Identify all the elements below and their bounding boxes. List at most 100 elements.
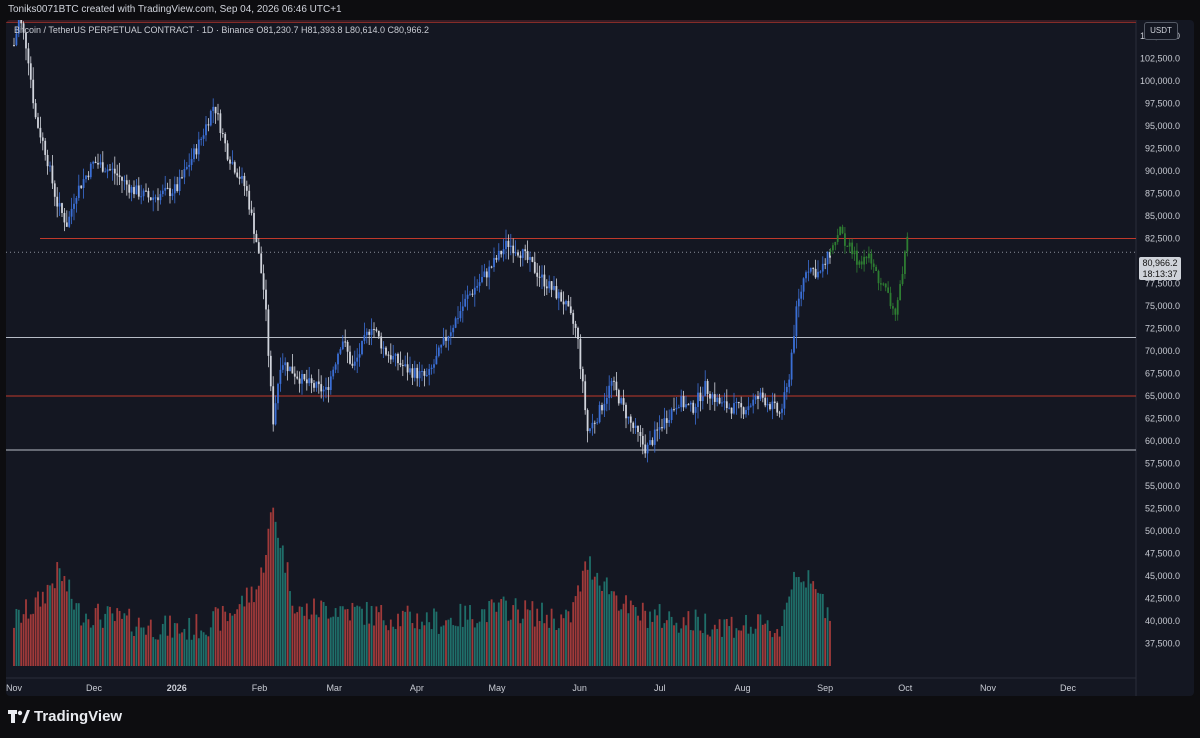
candle-body xyxy=(747,406,750,411)
candle-body xyxy=(44,140,47,155)
candle-body xyxy=(361,340,363,355)
volume-bar xyxy=(505,600,507,666)
volume-bar xyxy=(490,599,493,666)
candle-body xyxy=(56,196,59,207)
candle-body xyxy=(209,110,212,126)
price-chart[interactable]: 105,000.0102,500.0100,000.097,500.095,00… xyxy=(6,20,1194,696)
candle-body xyxy=(190,159,193,165)
volume-bar xyxy=(205,634,207,666)
volume-bar xyxy=(555,630,558,666)
volume-bar xyxy=(44,603,47,666)
candle-body xyxy=(800,291,803,299)
candle-body xyxy=(46,154,49,167)
volume-bar xyxy=(533,626,536,666)
time-tick-label: 2026 xyxy=(167,683,187,693)
projection-body xyxy=(899,284,902,301)
volume-bar xyxy=(341,606,344,666)
candle-body xyxy=(617,390,620,404)
top-band xyxy=(6,20,1136,23)
projection-body xyxy=(848,242,851,247)
volume-bar xyxy=(49,585,51,666)
chart-area[interactable]: 105,000.0102,500.0100,000.097,500.095,00… xyxy=(6,20,1194,696)
volume-bar xyxy=(392,626,395,666)
volume-bar xyxy=(29,614,32,666)
volume-bar xyxy=(826,607,829,666)
candle-body xyxy=(473,287,476,295)
volume-bar xyxy=(596,572,599,666)
volume-bar xyxy=(248,602,251,666)
candle-body xyxy=(128,184,131,193)
candle-body xyxy=(68,216,71,227)
projection-body xyxy=(858,261,861,265)
volume-bar xyxy=(593,576,596,666)
volume-bar xyxy=(721,636,723,666)
tradingview-logo[interactable]: TradingView xyxy=(8,708,122,725)
volume-bar xyxy=(615,595,618,666)
brand-name: TradingView xyxy=(34,708,123,725)
volume-bar xyxy=(202,632,205,666)
volume-bar xyxy=(507,620,510,666)
candle-body xyxy=(488,266,491,278)
price-tick-label: 67,500.0 xyxy=(1145,369,1180,379)
price-tick-label: 95,000.0 xyxy=(1145,121,1180,131)
projection-body xyxy=(872,263,875,267)
volume-bar xyxy=(658,604,661,666)
volume-bar xyxy=(133,636,135,666)
currency-button[interactable]: USDT xyxy=(1144,22,1178,40)
volume-bar xyxy=(250,586,253,666)
volume-bar xyxy=(346,609,349,666)
candle-body xyxy=(430,367,433,370)
candle-body xyxy=(226,143,229,160)
candle-body xyxy=(303,374,306,380)
candle-body xyxy=(193,148,195,160)
projection-body xyxy=(863,256,866,265)
candle-body xyxy=(173,184,176,194)
candle-body xyxy=(380,336,383,349)
candle-body xyxy=(339,349,342,354)
candle-body xyxy=(166,187,169,189)
volume-bar xyxy=(274,521,277,666)
volume-bar xyxy=(77,603,80,666)
price-tick-label: 87,500.0 xyxy=(1145,189,1180,199)
volume-bar xyxy=(641,602,644,666)
projection-body xyxy=(896,300,899,315)
candle-body xyxy=(817,271,819,278)
candle-body xyxy=(197,139,200,155)
candle-body xyxy=(27,48,30,64)
volume-bar xyxy=(51,583,54,666)
candle-body xyxy=(377,330,380,337)
volume-bar xyxy=(790,589,793,666)
candle-body xyxy=(457,318,459,320)
volume-bar xyxy=(313,598,315,666)
volume-bar xyxy=(85,613,87,666)
candle-body xyxy=(349,351,351,364)
projection-body xyxy=(856,250,858,265)
volume-bar xyxy=(670,616,673,666)
volume-bar xyxy=(301,606,303,666)
volume-bar xyxy=(781,625,783,666)
candle-body xyxy=(505,240,507,250)
candle-body xyxy=(207,124,210,126)
candle-body xyxy=(632,422,635,428)
candle-body xyxy=(260,253,263,274)
candle-body xyxy=(809,267,812,272)
volume-bar xyxy=(574,596,577,666)
volume-bar xyxy=(243,606,246,666)
candle-body xyxy=(111,168,114,170)
time-tick-label: Jul xyxy=(654,683,666,693)
candle-body xyxy=(531,257,534,262)
candle-body xyxy=(404,364,407,366)
volume-bar xyxy=(111,613,114,666)
price-tick-label: 57,500.0 xyxy=(1145,459,1180,469)
volume-bar xyxy=(821,594,824,666)
volume-bar xyxy=(694,609,697,666)
volume-bar xyxy=(164,615,167,666)
time-tick-label: Feb xyxy=(252,683,268,693)
candle-body xyxy=(790,352,793,380)
candle-body xyxy=(514,252,517,254)
candle-body xyxy=(389,355,392,360)
candle-body xyxy=(75,197,78,204)
volume-bar xyxy=(617,610,620,666)
candle-body xyxy=(416,367,419,379)
candle-body xyxy=(53,183,56,197)
